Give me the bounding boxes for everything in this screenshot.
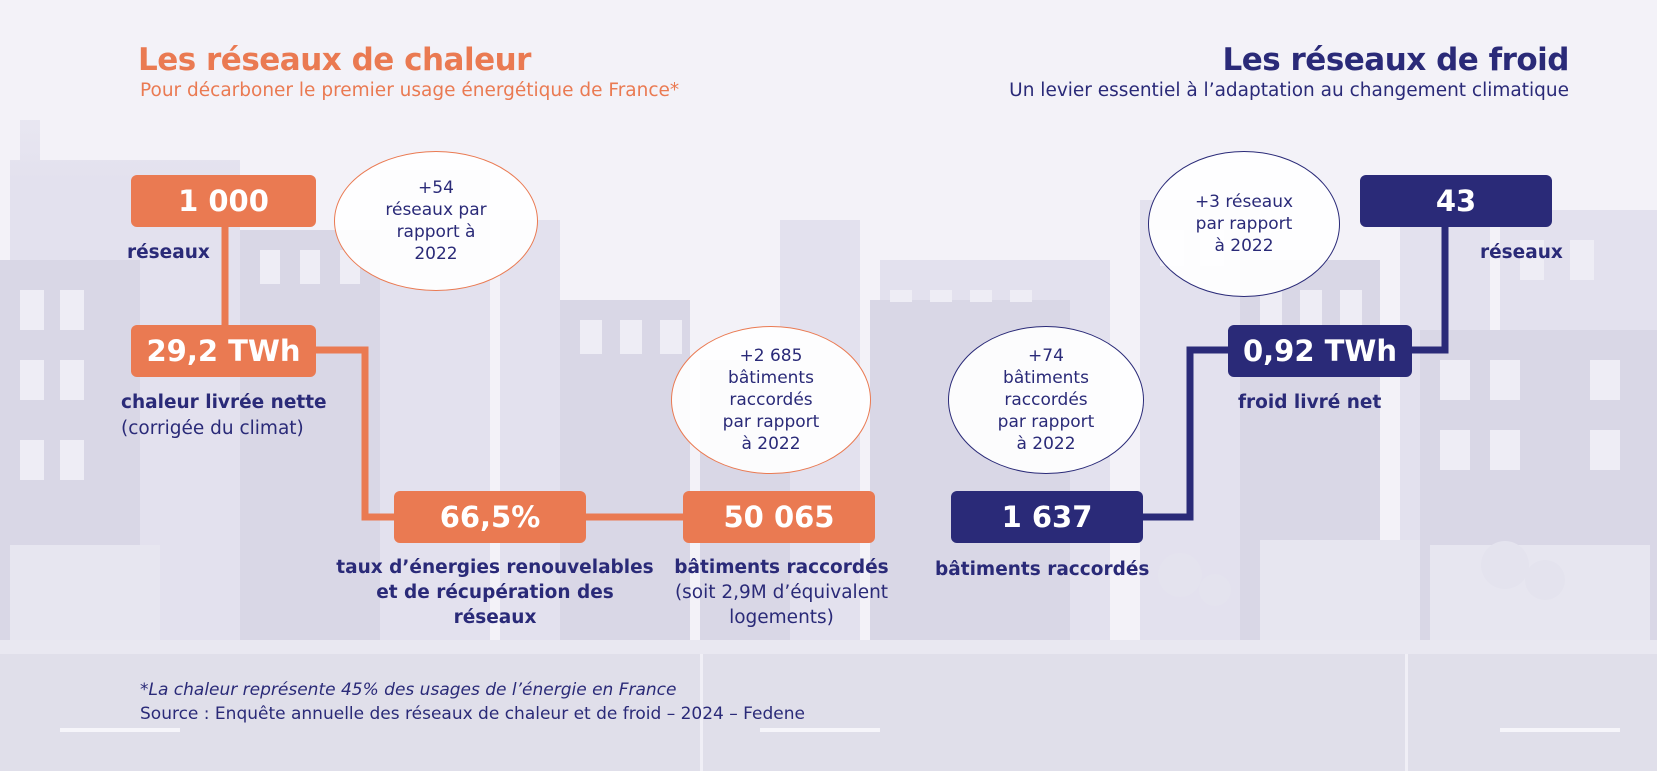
bubble-line: 2022 — [414, 244, 458, 264]
buildings-label-line: (soit 2,9M d’équivalent — [674, 582, 889, 603]
cold-buildings-value: 1 637 — [951, 491, 1143, 543]
bubble-line: raccordés — [729, 390, 813, 410]
bubble-line: à 2022 — [741, 434, 801, 454]
heat-energy-label: chaleur livrée nette — [121, 392, 327, 413]
renewable-label-line: réseaux — [453, 607, 537, 628]
bubble-line: réseaux par — [385, 200, 487, 220]
buildings-label-line: logements) — [729, 607, 834, 628]
heat-energy-sublabel: (corrigée du climat) — [121, 418, 304, 439]
heat-buildings-label: bâtiments raccordés (soit 2,9M d’équival… — [649, 555, 914, 630]
cold-networks-bubble: +3 réseaux par rapport à 2022 — [1148, 151, 1340, 297]
heat-networks-label: réseaux — [127, 242, 210, 263]
heat-networks-value: 1 000 — [131, 175, 316, 227]
cold-energy-label: froid livré net — [1238, 392, 1382, 413]
bubble-line: par rapport — [997, 412, 1095, 432]
source-note: Source : Enquête annuelle des réseaux de… — [140, 704, 805, 724]
heat-energy-value: 29,2 TWh — [131, 325, 316, 377]
bubble-line: à 2022 — [1016, 434, 1076, 454]
heat-renewable-value: 66,5% — [394, 491, 586, 543]
bubble-line: rapport à — [396, 222, 476, 242]
renewable-label-line: taux d’énergies renouvelables — [336, 557, 654, 578]
bubble-line: par rapport — [722, 412, 820, 432]
bubble-line: +3 réseaux — [1194, 192, 1294, 212]
cold-title: Les réseaux de froid — [1222, 42, 1570, 78]
heat-title: Les réseaux de chaleur — [138, 42, 531, 78]
cold-connector-line — [1141, 215, 1449, 521]
bubble-line: bâtiments — [728, 368, 814, 388]
cold-buildings-bubble: +74 bâtiments raccordés par rapport à 20… — [948, 326, 1144, 474]
bubble-line: à 2022 — [1214, 236, 1274, 256]
bubble-line: +74 — [1028, 346, 1064, 366]
bubble-line: bâtiments — [1003, 368, 1089, 388]
cold-subtitle: Un levier essentiel à l’adaptation au ch… — [1009, 80, 1569, 101]
bubble-line: +2 685 — [739, 346, 803, 366]
heat-connector-line — [221, 215, 683, 521]
renewable-label-line: et de récupération des — [376, 582, 614, 603]
heat-subtitle: Pour décarboner le premier usage énergét… — [140, 80, 680, 101]
cold-buildings-label: bâtiments raccordés — [935, 559, 1150, 580]
heat-renewable-label: taux d’énergies renouvelables et de récu… — [305, 555, 685, 630]
cold-networks-value: 43 — [1360, 175, 1552, 227]
heat-networks-bubble: +54 réseaux par rapport à 2022 — [334, 151, 538, 291]
heat-buildings-bubble: +2 685 bâtiments raccordés par rapport à… — [671, 326, 871, 474]
heat-buildings-value: 50 065 — [683, 491, 875, 543]
cold-networks-label: réseaux — [1480, 242, 1563, 263]
cold-energy-value: 0,92 TWh — [1228, 325, 1412, 377]
buildings-label-bold: bâtiments raccordés — [674, 557, 889, 578]
footnote: *La chaleur représente 45% des usages de… — [140, 680, 677, 700]
bubble-line: raccordés — [1004, 390, 1088, 410]
bubble-line: +54 — [418, 178, 454, 198]
bubble-line: par rapport — [1195, 214, 1293, 234]
